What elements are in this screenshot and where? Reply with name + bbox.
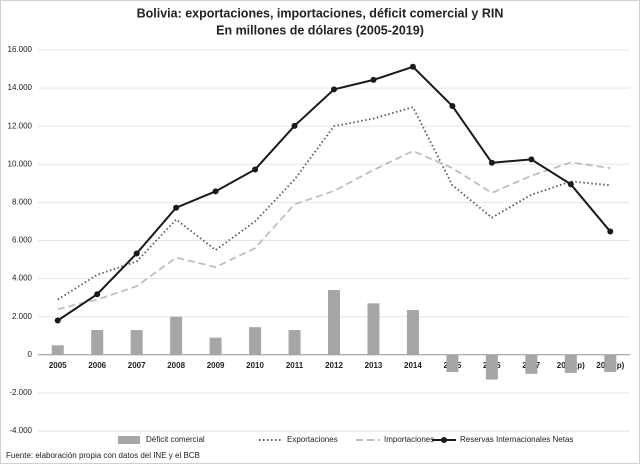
point bbox=[567, 181, 574, 188]
x-tick-label: 2005 bbox=[49, 361, 67, 370]
legend-label: Déficit comercial bbox=[146, 435, 205, 444]
x-tick-label: 2007 bbox=[128, 361, 146, 370]
point bbox=[488, 159, 495, 166]
point bbox=[173, 204, 180, 211]
bar bbox=[249, 327, 262, 355]
legend-marker bbox=[441, 437, 447, 443]
point bbox=[54, 317, 61, 324]
x-tick-label: 2014 bbox=[404, 361, 422, 370]
point bbox=[331, 86, 337, 93]
line-series bbox=[57, 149, 611, 310]
x-tick-label: 2013 bbox=[365, 361, 383, 370]
x-tick-label: 2008 bbox=[167, 361, 185, 370]
y-tick-label: 16.000 bbox=[8, 45, 33, 54]
point bbox=[133, 250, 140, 257]
legend-label: Reservas Internacionales Netas bbox=[460, 435, 573, 444]
bar bbox=[91, 330, 104, 355]
bar bbox=[604, 354, 617, 372]
point bbox=[370, 76, 377, 83]
chart-title: Bolivia: exportaciones, importaciones, d… bbox=[137, 6, 504, 20]
y-tick-label: 12.000 bbox=[8, 121, 33, 130]
y-tick-label: 2.000 bbox=[12, 312, 33, 321]
point bbox=[528, 156, 535, 163]
point bbox=[409, 63, 416, 70]
point bbox=[449, 103, 456, 110]
bar bbox=[328, 290, 340, 355]
point bbox=[212, 188, 219, 195]
bar bbox=[51, 345, 64, 355]
bar bbox=[485, 354, 498, 380]
bar bbox=[170, 316, 183, 355]
bar bbox=[288, 330, 301, 355]
source-note: Fuente: elaboración propia con datos del… bbox=[6, 451, 200, 460]
legend-label: Importaciones bbox=[384, 435, 434, 444]
bar bbox=[525, 354, 538, 374]
line-series bbox=[57, 106, 611, 301]
y-tick-label: 4.000 bbox=[12, 274, 33, 283]
y-tick-label: -2.000 bbox=[9, 388, 32, 397]
x-tick-label: 2011 bbox=[286, 361, 304, 370]
bar bbox=[130, 330, 143, 355]
bar bbox=[406, 310, 419, 355]
point bbox=[291, 122, 298, 129]
point bbox=[252, 166, 259, 173]
y-tick-label: 0 bbox=[28, 350, 33, 359]
y-tick-label: -4.000 bbox=[9, 426, 32, 435]
x-tick-label: 2006 bbox=[88, 361, 106, 370]
x-tick-label: 2012 bbox=[325, 361, 343, 370]
x-tick-label: 2009 bbox=[207, 361, 225, 370]
bar bbox=[209, 337, 222, 355]
bar bbox=[564, 354, 577, 373]
y-tick-label: 6.000 bbox=[12, 236, 33, 245]
legend-swatch bbox=[118, 436, 140, 444]
bar bbox=[446, 354, 459, 372]
point bbox=[94, 291, 101, 298]
legend-label: Exportaciones bbox=[287, 435, 338, 444]
y-tick-label: 8.000 bbox=[12, 198, 33, 207]
y-tick-label: 10.000 bbox=[8, 159, 33, 168]
chart-subtitle: En millones de dólares (2005-2019) bbox=[216, 23, 424, 37]
y-tick-label: 14.000 bbox=[8, 83, 33, 92]
bar bbox=[367, 303, 380, 355]
x-tick-label: 2010 bbox=[246, 361, 264, 370]
point bbox=[607, 228, 614, 235]
